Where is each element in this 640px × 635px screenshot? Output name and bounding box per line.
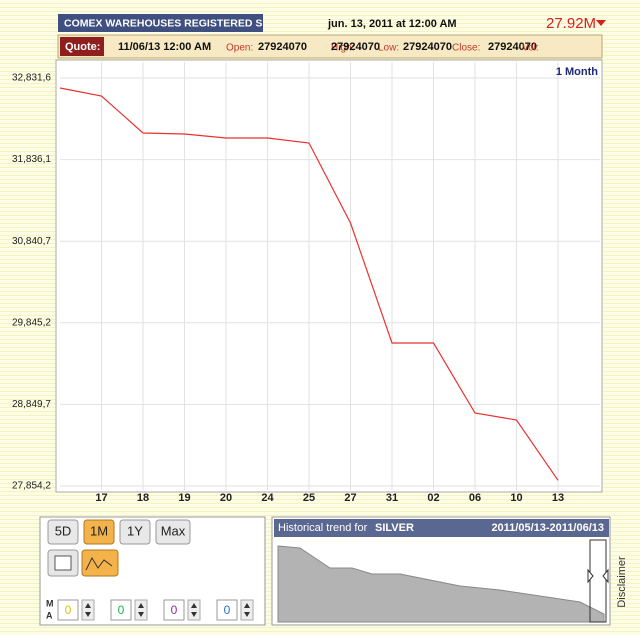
y-tick-label: 32,831,6 [12,73,51,84]
quote-field-name: Close: [452,43,480,54]
ma-label: A [46,610,53,620]
ma-input[interactable] [216,599,238,621]
range-label: 1Y [127,523,143,538]
x-tick-label: 19 [178,492,190,504]
quote-bar [57,34,603,59]
x-tick-label: 13 [552,492,564,504]
down-arrow [596,20,606,26]
y-tick-label: 27,854,2 [12,481,51,492]
ma-spinner[interactable] [81,599,95,621]
slider-handles[interactable] [587,568,609,584]
x-tick-label: 24 [261,492,274,504]
last-value: 27.92M [546,15,596,32]
tab-title: COMEX WAREHOUSES REGISTERED S [64,17,262,29]
quote-field-name: Open: [226,43,253,54]
ma-value: 0 [118,603,125,617]
data-line [59,87,559,481]
x-tick-label: 17 [95,492,107,504]
ma-spinner[interactable] [187,599,201,621]
ma-input[interactable] [163,599,185,621]
quote-time: 11/06/13 12:00 AM [118,41,211,53]
quote-field-value: 27924070 [258,41,307,53]
spinner-arrows [85,603,91,617]
range-label: Max [161,523,186,538]
y-tick-label: 30,840,7 [12,236,51,247]
quote-badge [60,37,104,56]
chart-type-icon [85,556,113,571]
date: jun. 13, 2011 at 12:00 AM [327,18,457,30]
chart-type-button[interactable] [81,549,119,577]
x-tick-label: 27 [344,492,356,504]
x-tick-label: 02 [427,492,439,504]
x-tick-label: 25 [303,492,315,504]
range-button[interactable] [83,519,115,545]
range-button[interactable] [47,519,79,545]
trend-range: 2011/05/13-2011/06/13 [491,522,604,534]
trend-area [277,545,605,623]
ma-input[interactable] [110,599,132,621]
range-label: 1M [90,523,108,538]
quote-field-value: 27924070 [403,41,452,53]
y-tick-label: 28,849,7 [12,399,51,410]
trend-slider[interactable] [589,539,607,623]
range-button[interactable] [155,519,191,545]
ma-value: 0 [171,603,178,617]
spinner-arrows [138,603,144,617]
period-label: 1 Month [556,66,598,78]
quote-field-value: 27924070 [488,41,537,53]
spinner-arrows [244,603,250,617]
quote-field-name: High: [331,43,354,54]
range-button[interactable] [119,519,151,545]
quote-field-value: 27924070 [331,41,380,53]
range-label: 5D [55,523,72,538]
x-tick-label: 18 [137,492,149,504]
ma-label: M [46,598,54,608]
plot-frame [55,59,603,493]
y-tick-label: 31,836,1 [12,154,51,165]
print-icon [54,555,72,571]
trend-label: Historical trend for [278,522,368,534]
trend-symbol: SILVER [375,522,414,534]
x-tick-label: 06 [469,492,481,504]
trend-header [274,519,609,537]
tab [58,14,263,32]
ma-value: 0 [65,603,72,617]
ma-value: 0 [224,603,231,617]
quote-label: Quote: [65,41,100,53]
volume-label: Vol: [522,43,539,54]
y-tick-label: 29,845,2 [12,317,51,328]
ma-spinner[interactable] [240,599,254,621]
spinner-arrows [191,603,197,617]
x-tick-label: 10 [510,492,522,504]
ma-spinner[interactable] [134,599,148,621]
quote-field-name: Low: [378,43,399,54]
ma-input[interactable] [57,599,79,621]
disclaimer[interactable]: Disclaimer [616,556,628,608]
x-tick-label: 31 [386,492,398,504]
x-tick-label: 20 [220,492,232,504]
